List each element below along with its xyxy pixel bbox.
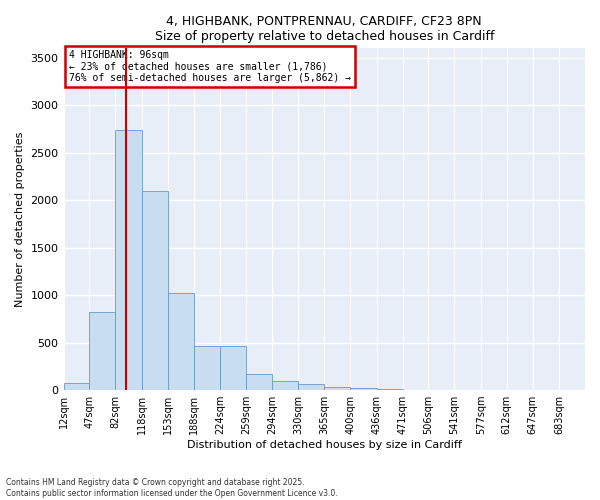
Text: Contains HM Land Registry data © Crown copyright and database right 2025.
Contai: Contains HM Land Registry data © Crown c… (6, 478, 338, 498)
Bar (115, 130, 142, 390)
Bar (220, 346, 246, 390)
Bar (64, 383, 89, 390)
Bar (272, 381, 298, 390)
Bar (350, 388, 377, 390)
Bar (89, 312, 115, 390)
Bar (377, 389, 403, 390)
Bar (142, 190, 167, 390)
Bar (298, 384, 324, 390)
Title: 4, HIGHBANK, PONTPRENNAU, CARDIFF, CF23 8PN
Size of property relative to detache: 4, HIGHBANK, PONTPRENNAU, CARDIFF, CF23 … (155, 15, 494, 43)
Bar (194, 346, 220, 390)
X-axis label: Distribution of detached houses by size in Cardiff: Distribution of detached houses by size … (187, 440, 462, 450)
Y-axis label: Number of detached properties: Number of detached properties (15, 132, 25, 307)
Text: 4 HIGHBANK: 96sqm
← 23% of detached houses are smaller (1,786)
76% of semi-detac: 4 HIGHBANK: 96sqm ← 23% of detached hous… (69, 50, 351, 83)
Bar (324, 387, 350, 390)
Bar (246, 374, 272, 390)
Bar (167, 294, 194, 390)
